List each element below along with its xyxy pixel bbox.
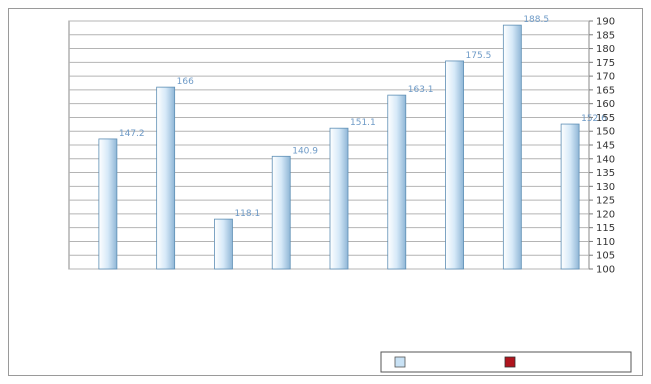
- legend: [380, 351, 632, 373]
- bar-series-2: [156, 86, 176, 270]
- legend-swatch: [504, 356, 516, 368]
- data-label-series-2: 163.1: [408, 85, 434, 95]
- bar-series-2: [560, 123, 580, 270]
- y-tick-label: 110: [596, 237, 615, 248]
- data-label-series-2: 147.2: [119, 129, 145, 139]
- y-tick-label: 185: [596, 30, 615, 41]
- y-tick-label: 160: [596, 99, 615, 110]
- data-label-series-2: 166: [177, 77, 194, 87]
- chart-frame: 147.2 166 118.1 140.9 151.1 163.1 175.5 188.5 15…: [8, 8, 643, 376]
- y-tick-label: 130: [596, 182, 615, 193]
- y-tick-label: 180: [596, 44, 615, 55]
- data-label-series-2: 152.6: [581, 114, 607, 124]
- bar-series-2: [214, 218, 233, 270]
- bar-chart: 147.2 166 118.1 140.9 151.1 163.1 175.5 188.5 15…: [68, 15, 632, 373]
- y-tick-label: 170: [596, 72, 615, 83]
- y-tick-label: 120: [596, 209, 615, 220]
- y-tick-label: 190: [596, 17, 615, 28]
- bar-series-2: [445, 60, 464, 270]
- data-label-series-2: 175.5: [466, 51, 492, 61]
- y-tick-label: 135: [596, 168, 615, 179]
- y-tick-label: 100: [596, 265, 615, 276]
- y-tick-label: 115: [596, 223, 615, 234]
- bar-series-2: [387, 94, 407, 270]
- y-tick-label: 155: [596, 113, 615, 124]
- data-label-series-2: 118.1: [234, 209, 260, 219]
- data-label-series-2: 188.5: [523, 15, 549, 25]
- y-tick-label: 145: [596, 141, 615, 152]
- bar-series-2: [502, 24, 522, 270]
- bar-series-2: [271, 155, 291, 270]
- legend-swatch: [394, 356, 406, 368]
- y-tick-label: 140: [596, 154, 615, 165]
- y-tick-label: 175: [596, 58, 615, 69]
- y-tick-label: 150: [596, 127, 615, 138]
- y-tick-label: 125: [596, 196, 615, 207]
- data-label-series-2: 151.1: [350, 118, 376, 128]
- data-label-series-2: 140.9: [292, 146, 318, 156]
- y-tick-label: 105: [596, 251, 615, 262]
- y-tick-label: 165: [596, 85, 615, 96]
- bar-series-2: [98, 138, 118, 270]
- bar-series-2: [329, 127, 349, 270]
